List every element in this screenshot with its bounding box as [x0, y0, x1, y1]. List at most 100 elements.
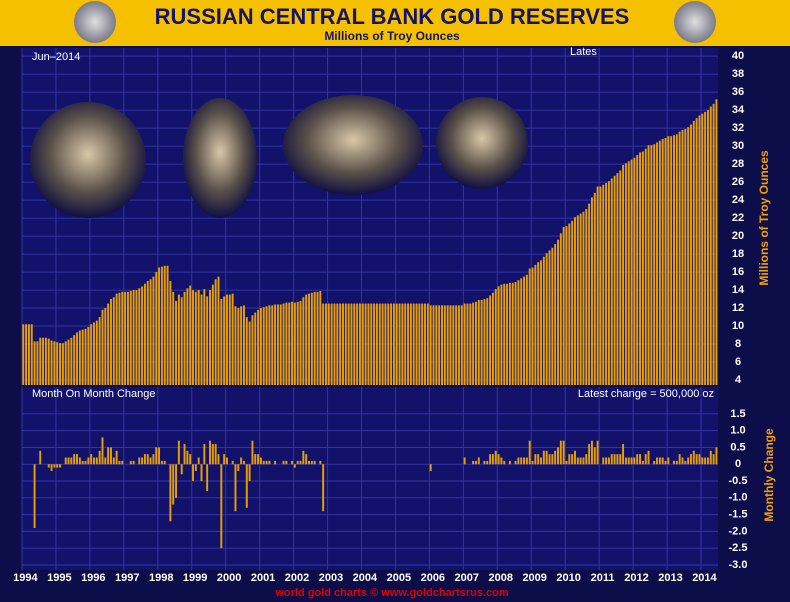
bar: [458, 305, 460, 385]
bar: [310, 460, 313, 465]
bar: [514, 460, 517, 465]
bar: [474, 301, 477, 385]
x-tick-label: 2002: [285, 572, 309, 584]
bar: [508, 282, 511, 385]
bar: [647, 450, 650, 465]
bar: [534, 264, 537, 385]
bar: [590, 197, 593, 385]
bar: [313, 291, 316, 385]
y-tick-label: 1.0: [730, 425, 745, 437]
bar: [579, 457, 582, 465]
bar: [274, 460, 277, 465]
bar: [316, 291, 319, 385]
bar: [313, 460, 316, 465]
y-tick-label: 32: [732, 122, 744, 134]
bar: [582, 457, 585, 465]
bar: [375, 303, 378, 385]
bar: [449, 305, 452, 385]
bar: [644, 148, 647, 385]
bar: [67, 339, 70, 385]
bar: [73, 335, 76, 385]
y-tick-label: 10: [732, 320, 744, 332]
bar: [576, 457, 579, 465]
bar: [678, 131, 681, 385]
bar: [251, 440, 254, 465]
bar: [146, 281, 149, 385]
bar: [183, 291, 186, 385]
y-tick-label: 28: [732, 158, 744, 170]
bar: [610, 178, 613, 385]
bar: [214, 279, 217, 385]
bar: [644, 454, 647, 465]
bar: [211, 284, 214, 385]
bar: [129, 460, 132, 465]
bar: [497, 286, 500, 385]
bar: [177, 294, 180, 385]
bar: [528, 268, 531, 385]
bar: [93, 322, 95, 385]
bar: [78, 457, 81, 465]
bar: [285, 302, 288, 385]
y-tick-label: 8: [735, 338, 741, 350]
bar: [87, 326, 90, 385]
bar: [64, 457, 67, 465]
bar: [542, 450, 545, 465]
bar: [203, 289, 206, 385]
bar: [245, 317, 248, 385]
bar: [226, 294, 228, 385]
bar: [282, 303, 285, 385]
y-tick-label: 40: [732, 50, 744, 62]
bar: [675, 134, 678, 385]
bar: [172, 464, 175, 505]
bar: [412, 303, 415, 385]
bar: [667, 457, 670, 465]
bar: [183, 444, 186, 465]
bar: [160, 460, 163, 465]
bar: [483, 299, 486, 385]
bar: [118, 292, 121, 385]
bar: [175, 464, 178, 498]
bar: [265, 306, 268, 385]
bar: [624, 457, 627, 465]
bar: [259, 457, 262, 465]
bar: [398, 303, 401, 385]
bar: [520, 457, 523, 465]
bar: [624, 163, 627, 385]
bar: [248, 464, 251, 482]
bar: [240, 457, 243, 465]
bar: [520, 278, 523, 385]
bar: [562, 440, 565, 465]
bar: [53, 341, 56, 385]
bar: [639, 152, 642, 385]
bar: [690, 454, 692, 465]
bar: [525, 457, 528, 465]
bar: [299, 300, 302, 385]
y-tick-label: 34: [732, 104, 745, 116]
bar: [551, 454, 554, 465]
bar: [214, 444, 217, 465]
x-tick-label: 2008: [488, 572, 512, 584]
bar: [155, 447, 158, 465]
bar: [126, 291, 129, 385]
bar: [559, 440, 562, 465]
y-tick-label: 4: [735, 374, 742, 386]
bar: [169, 464, 172, 522]
bar: [678, 454, 681, 465]
bar: [542, 256, 545, 385]
bar: [209, 290, 211, 385]
bar: [701, 457, 704, 465]
bar: [698, 454, 701, 465]
bar: [132, 460, 135, 465]
bar: [206, 464, 209, 492]
bar: [540, 260, 542, 385]
emblem: [674, 1, 716, 43]
y-tick-label: 12: [732, 302, 744, 314]
bar: [616, 173, 619, 385]
bar: [296, 301, 299, 385]
bar: [76, 454, 78, 465]
bar: [415, 303, 418, 385]
bar: [613, 454, 616, 465]
bar: [653, 144, 656, 385]
bar: [684, 128, 687, 386]
bar: [217, 454, 220, 465]
